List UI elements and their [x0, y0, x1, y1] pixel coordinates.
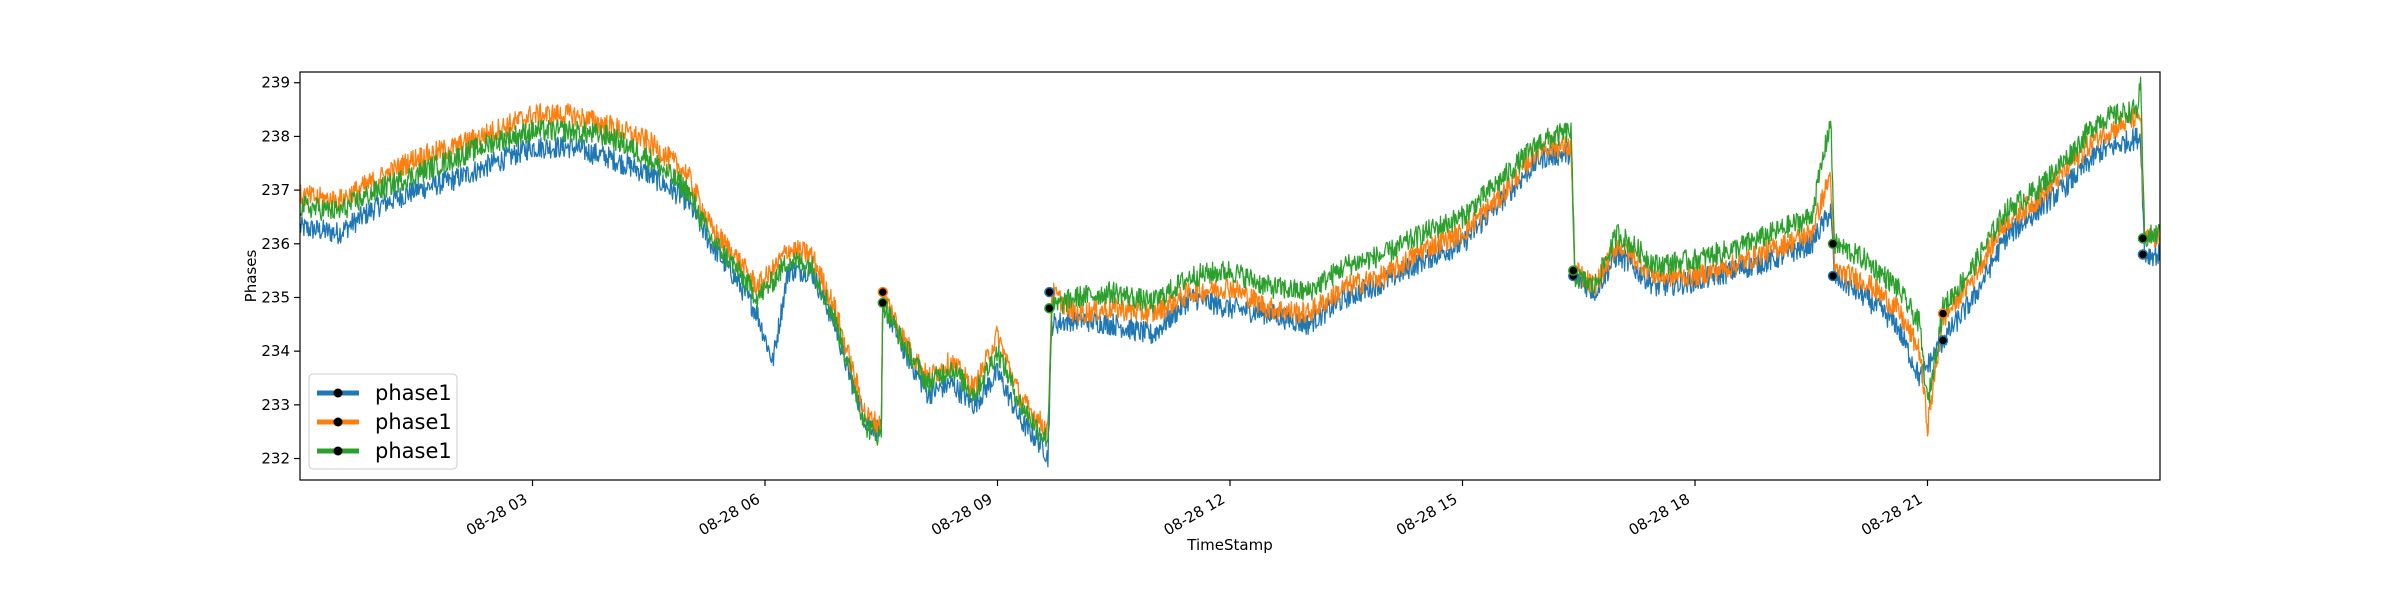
legend-box [308, 373, 458, 470]
legend-label-1: phase1 [375, 381, 452, 405]
legend: phase1 phase1 phase1 [308, 373, 458, 470]
y-tick-label: 239 [261, 74, 290, 92]
data-marker-11 [2137, 233, 2149, 244]
data-marker-1 [877, 286, 889, 298]
legend-label-2: phase1 [375, 410, 452, 434]
y-tick-label: 234 [261, 342, 290, 360]
y-tick-label: 237 [261, 181, 290, 199]
data-marker-2 [877, 297, 889, 309]
data-marker-4 [1044, 302, 1055, 314]
series-line-2 [299, 103, 2161, 441]
legend-marker-3 [333, 446, 343, 456]
series-layer [299, 76, 2161, 468]
y-tick-label: 232 [261, 450, 290, 468]
y-tick-label: 233 [261, 396, 290, 414]
y-axis: 232 233 234 235 236 237 238 239 [261, 74, 300, 468]
legend-label-3: phase1 [375, 439, 452, 463]
marker-layer [877, 233, 2149, 346]
data-marker-3 [1044, 286, 1055, 298]
legend-entry-2: phase1 [317, 410, 452, 434]
legend-marker-2 [333, 417, 343, 427]
data-marker-6 [1568, 265, 1579, 276]
data-marker-10 [1937, 335, 1949, 346]
y-tick-label: 236 [261, 235, 290, 253]
y-axis-title: Phases [242, 250, 260, 303]
y-tick-label: 238 [261, 127, 290, 145]
legend-marker-1 [333, 388, 343, 398]
legend-entry-1: phase1 [317, 381, 452, 405]
x-axis-title: TimeStamp [1186, 536, 1272, 554]
legend-entry-3: phase1 [317, 439, 452, 463]
series-line-3 [299, 76, 2161, 448]
data-marker-8 [1827, 270, 1839, 282]
data-marker-7 [1827, 238, 1839, 250]
data-marker-12 [2137, 249, 2149, 260]
y-tick-label: 235 [261, 288, 290, 306]
data-marker-9 [1937, 308, 1949, 319]
